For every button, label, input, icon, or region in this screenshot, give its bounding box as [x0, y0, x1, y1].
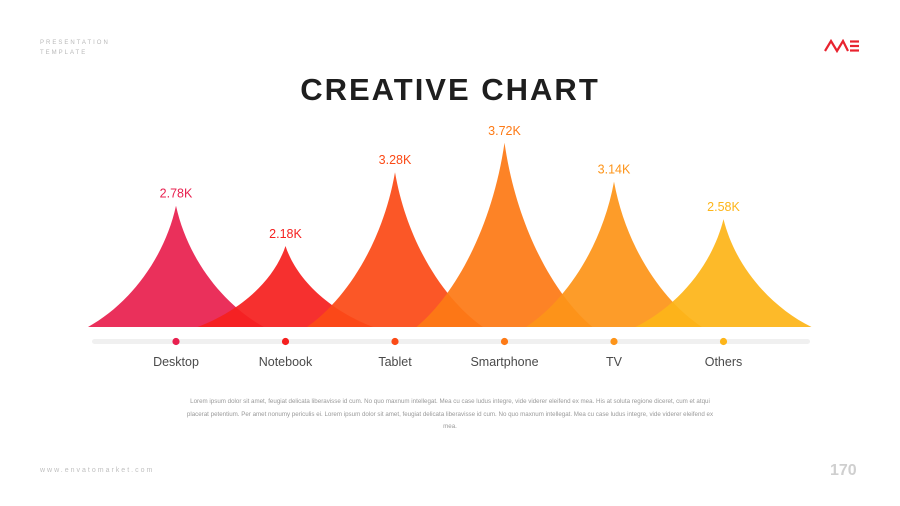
dot-notebook	[281, 337, 290, 346]
value-label-tv: 3.14K	[598, 163, 631, 177]
peak-smartphone	[416, 142, 593, 327]
peak-tv	[526, 181, 702, 327]
page-title: CREATIVE CHART	[300, 72, 600, 107]
description-text: Lorem ipsum dolor sit amet, feugiat deli…	[186, 398, 714, 430]
value-label-tablet: 3.28K	[379, 153, 412, 167]
chart-baseline	[92, 339, 810, 344]
category-label-others: Others	[705, 355, 743, 369]
peak-others	[635, 219, 812, 327]
value-label-desktop: 2.78K	[160, 187, 193, 201]
brand-logo-icon	[824, 39, 859, 53]
peak-tablet	[307, 172, 483, 327]
brand-line-2: TEMPLATE	[40, 50, 88, 56]
category-label-desktop: Desktop	[153, 355, 199, 369]
value-label-others: 2.58K	[707, 200, 740, 214]
category-label-notebook: Notebook	[259, 355, 313, 369]
brand-caption: PRESENTATION TEMPLATE	[40, 38, 110, 58]
peak-desktop	[88, 205, 264, 327]
dot-smartphone	[500, 337, 509, 346]
category-label-tablet: Tablet	[378, 355, 412, 369]
peak-notebook	[197, 245, 374, 327]
value-label-notebook: 2.18K	[269, 227, 302, 241]
category-label-tv: TV	[606, 355, 623, 369]
dot-desktop	[172, 337, 180, 346]
footer-url: www.envatomarket.com	[40, 467, 155, 474]
brand-line-1: PRESENTATION	[40, 40, 110, 46]
category-label-smartphone: Smartphone	[470, 355, 538, 369]
value-label-smartphone: 3.72K	[488, 124, 521, 138]
dot-tablet	[391, 337, 399, 346]
dot-tv	[610, 337, 618, 346]
page-number: 170	[830, 462, 857, 479]
dot-others	[719, 337, 728, 346]
